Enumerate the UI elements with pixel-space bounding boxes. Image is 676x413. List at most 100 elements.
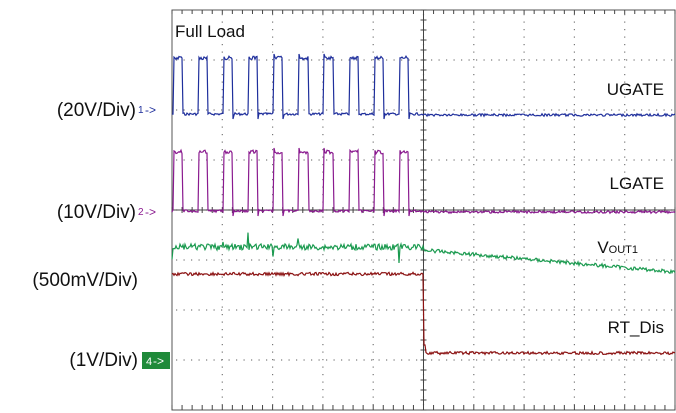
grid-dot xyxy=(438,359,440,361)
grid-dot xyxy=(573,201,575,203)
grid-dot xyxy=(498,159,500,161)
grid-dot xyxy=(624,396,626,398)
grid-dot xyxy=(221,111,223,113)
grid-dot xyxy=(272,164,274,166)
grid-dot xyxy=(648,309,650,311)
grid-dot xyxy=(408,59,410,61)
grid-dot xyxy=(603,59,605,61)
grid-dot xyxy=(221,309,223,311)
grid-dot xyxy=(322,126,324,128)
grid-dot xyxy=(473,104,475,106)
grid-dot xyxy=(322,74,324,76)
grid-dot xyxy=(272,389,274,391)
grid-dot xyxy=(393,309,395,311)
grid-dot xyxy=(573,66,575,68)
grid-dot xyxy=(221,21,223,23)
grid-dot xyxy=(272,351,274,353)
grid-dot xyxy=(536,259,538,261)
grid-dot xyxy=(251,109,253,111)
grid-dot xyxy=(523,291,525,293)
grid-dot xyxy=(378,109,380,111)
grid-dot xyxy=(483,359,485,361)
grid-dot xyxy=(573,171,575,173)
grid-dot xyxy=(476,159,478,161)
grid-dot xyxy=(372,329,374,331)
grid-dot xyxy=(326,109,328,111)
grid-dot xyxy=(333,359,335,361)
grid-dot xyxy=(473,111,475,113)
grid-dot xyxy=(523,216,525,218)
grid-dot xyxy=(618,309,620,311)
grid-dot xyxy=(641,59,643,61)
grid-dot xyxy=(322,381,324,383)
grid-dot xyxy=(624,291,626,293)
grid-dot xyxy=(523,231,525,233)
grid-dot xyxy=(258,109,260,111)
channel-2-marker-number: 2 xyxy=(138,207,144,218)
grid-dot xyxy=(573,299,575,301)
grid-dot xyxy=(221,119,223,121)
grid-dot xyxy=(438,159,440,161)
grid-dot xyxy=(573,186,575,188)
grid-dot xyxy=(372,89,374,91)
grid-dot xyxy=(221,224,223,226)
grid-dot xyxy=(528,359,530,361)
grid-dot xyxy=(378,259,380,261)
grid-dot xyxy=(221,81,223,83)
grid-dot xyxy=(272,134,274,136)
grid-dot xyxy=(318,259,320,261)
grid-dot xyxy=(251,359,253,361)
grid-dot xyxy=(322,314,324,316)
grid-dot xyxy=(198,259,200,261)
grid-dot xyxy=(348,359,350,361)
grid-dot xyxy=(573,111,575,113)
trace-ugate xyxy=(171,53,676,120)
grid-dot xyxy=(491,259,493,261)
grid-dot xyxy=(311,259,313,261)
grid-dot xyxy=(506,59,508,61)
grid-dot xyxy=(386,259,388,261)
grid-dot xyxy=(281,359,283,361)
grid-dot xyxy=(573,389,575,391)
grid-dot xyxy=(603,259,605,261)
grid-dot xyxy=(272,21,274,23)
grid-dot xyxy=(446,159,448,161)
grid-dot xyxy=(221,44,223,46)
grid-dot xyxy=(483,159,485,161)
grid-dot xyxy=(372,29,374,31)
grid-dot xyxy=(624,194,626,196)
grid-dot xyxy=(281,309,283,311)
grid-dot xyxy=(221,29,223,31)
grid-dot xyxy=(671,359,673,361)
grid-dot xyxy=(624,329,626,331)
grid-dot xyxy=(566,359,568,361)
grid-dot xyxy=(296,109,298,111)
channel-4-marker-number: 4 xyxy=(146,356,152,368)
grid-dot xyxy=(624,59,626,61)
grid-dot xyxy=(596,59,598,61)
grid-dot xyxy=(198,109,200,111)
grid-dot xyxy=(656,159,658,161)
grid-dot xyxy=(431,109,433,111)
grid-dot xyxy=(296,309,298,311)
grid-dot xyxy=(573,224,575,226)
grid-dot xyxy=(656,59,658,61)
grid-dot xyxy=(573,291,575,293)
grid-dot xyxy=(322,374,324,376)
trace-layer xyxy=(171,53,676,356)
grid-dot xyxy=(461,309,463,311)
grid-dot xyxy=(416,359,418,361)
grid-dot xyxy=(372,126,374,128)
grid-dot xyxy=(624,276,626,278)
grid-dot xyxy=(581,309,583,311)
grid-dot xyxy=(498,309,500,311)
grid-dot xyxy=(221,179,223,181)
grid-dot xyxy=(498,259,500,261)
grid-dot xyxy=(641,259,643,261)
grid-dot xyxy=(633,109,635,111)
grid-dot xyxy=(473,276,475,278)
grid-dot xyxy=(521,259,523,261)
grid-dot xyxy=(573,216,575,218)
grid-dot xyxy=(272,359,274,361)
grid-dot xyxy=(566,59,568,61)
